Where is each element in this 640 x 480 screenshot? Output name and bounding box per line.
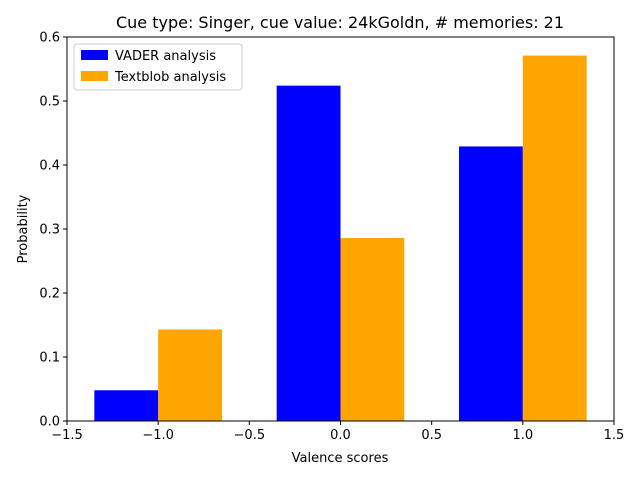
bar-vader-2 xyxy=(459,146,523,421)
x-tick-label: −0.5 xyxy=(234,428,266,443)
x-tick-label: 0.5 xyxy=(421,428,442,443)
legend-label-textblob: Textblob analysis xyxy=(114,70,226,85)
x-tick-label: −1.0 xyxy=(142,428,174,443)
y-axis-ticks: 0.0 0.1 0.2 0.3 0.4 0.5 0.6 xyxy=(39,31,67,430)
x-tick-label: 0.0 xyxy=(330,428,351,443)
bar-textblob-1 xyxy=(340,237,405,421)
y-tick-label: 0.6 xyxy=(39,31,60,46)
x-axis-label: Valence scores xyxy=(292,451,389,466)
y-tick-label: 0.1 xyxy=(39,351,60,366)
bars-group xyxy=(94,55,587,422)
chart-title: Cue type: Singer, cue value: 24kGoldn, #… xyxy=(116,13,564,32)
y-tick-label: 0.2 xyxy=(39,287,60,302)
y-tick-label: 0.5 xyxy=(39,95,60,110)
plot-frame xyxy=(66,36,615,422)
x-tick-label: 1.0 xyxy=(512,428,533,443)
y-tick-label: 0.3 xyxy=(39,223,60,238)
legend-swatch-textblob xyxy=(81,71,108,81)
x-tick-label: −1.5 xyxy=(51,428,83,443)
legend-swatch-vader xyxy=(81,50,108,60)
legend-label-vader: VADER analysis xyxy=(115,49,216,64)
y-axis-label: Probability xyxy=(16,194,31,263)
bar-textblob-0 xyxy=(158,329,222,421)
legend: VADER analysis Textblob analysis xyxy=(73,43,243,91)
legend-box xyxy=(73,43,243,91)
bar-vader-1 xyxy=(276,85,341,421)
y-tick-label: 0.0 xyxy=(39,415,60,430)
y-tick-label: 0.4 xyxy=(39,159,60,174)
bar-vader-0 xyxy=(94,390,159,421)
x-tick-label: 1.5 xyxy=(604,428,625,443)
x-axis-ticks: −1.5 −1.0 −0.5 0.0 0.5 1.0 1.5 xyxy=(51,421,624,443)
bar-textblob-2 xyxy=(522,55,587,422)
